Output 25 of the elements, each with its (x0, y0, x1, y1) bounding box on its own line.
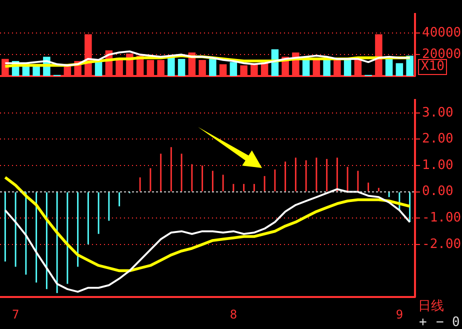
bar (406, 56, 414, 76)
text: X10 (418, 59, 448, 75)
bar (178, 58, 186, 76)
text: 0 (452, 315, 460, 329)
bar (168, 56, 175, 76)
bar (323, 60, 330, 76)
y-tick-label: 40000 (422, 26, 462, 41)
y-tick-label: -1.00 (422, 210, 462, 226)
text: − (436, 315, 444, 329)
y-tick-label: 3.00 (422, 105, 454, 120)
y-tick-label: 1.00 (422, 158, 454, 173)
bar (385, 58, 393, 76)
y-tick-label: -2.00 (422, 236, 462, 252)
text: + (419, 315, 427, 329)
bar (230, 62, 238, 76)
y-tick-label: 0.00 (422, 184, 454, 200)
x-tick-label: 9 (396, 307, 404, 322)
bar (209, 58, 216, 76)
text: 日线 (418, 299, 444, 314)
x-tick-label: 8 (230, 307, 238, 322)
y-tick-label: 2.00 (422, 132, 454, 147)
bar (344, 60, 352, 76)
y-tick-label: 20000 (422, 46, 462, 62)
x-tick-label: 7 (12, 307, 20, 322)
bar (396, 63, 404, 76)
